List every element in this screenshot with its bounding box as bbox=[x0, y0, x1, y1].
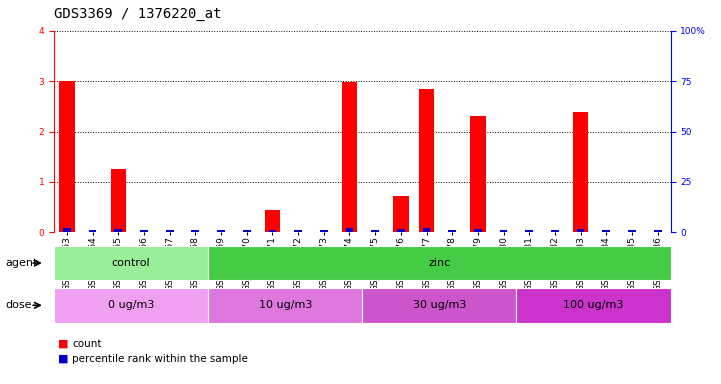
Bar bbox=[526, 230, 533, 232]
Bar bbox=[115, 229, 122, 232]
Bar bbox=[363, 288, 516, 323]
Bar bbox=[342, 82, 357, 232]
Text: control: control bbox=[112, 258, 151, 268]
Bar bbox=[320, 230, 327, 232]
Text: 10 ug/m3: 10 ug/m3 bbox=[259, 300, 312, 310]
Text: ■: ■ bbox=[58, 354, 68, 364]
Bar bbox=[89, 230, 97, 232]
Bar bbox=[140, 230, 148, 232]
Bar bbox=[217, 230, 225, 232]
Bar bbox=[294, 230, 302, 232]
Bar bbox=[603, 230, 610, 232]
Bar bbox=[393, 196, 409, 232]
Bar bbox=[371, 230, 379, 232]
Bar bbox=[628, 230, 636, 232]
Bar bbox=[59, 81, 75, 232]
Bar bbox=[474, 229, 482, 232]
Bar bbox=[577, 229, 585, 232]
Bar bbox=[448, 230, 456, 232]
Bar bbox=[54, 288, 208, 323]
Text: GDS3369 / 1376220_at: GDS3369 / 1376220_at bbox=[54, 7, 221, 21]
Bar bbox=[243, 230, 251, 232]
Bar bbox=[551, 230, 559, 232]
Bar bbox=[573, 113, 588, 232]
Bar bbox=[63, 228, 71, 232]
Text: zinc: zinc bbox=[428, 258, 451, 268]
Bar bbox=[500, 230, 508, 232]
Bar bbox=[265, 210, 280, 232]
Bar bbox=[208, 288, 363, 323]
Bar bbox=[54, 246, 208, 280]
Bar bbox=[268, 230, 276, 232]
Text: 30 ug/m3: 30 ug/m3 bbox=[412, 300, 466, 310]
Bar bbox=[654, 230, 662, 232]
Text: 0 ug/m3: 0 ug/m3 bbox=[108, 300, 154, 310]
Text: ■: ■ bbox=[58, 339, 68, 349]
Bar bbox=[419, 89, 434, 232]
Text: dose: dose bbox=[6, 300, 32, 310]
Bar bbox=[470, 116, 486, 232]
Text: agent: agent bbox=[6, 258, 38, 268]
Text: count: count bbox=[72, 339, 102, 349]
Text: percentile rank within the sample: percentile rank within the sample bbox=[72, 354, 248, 364]
Bar bbox=[397, 229, 404, 232]
Bar bbox=[423, 228, 430, 232]
Bar bbox=[516, 288, 671, 323]
Bar bbox=[192, 230, 199, 232]
Text: 100 ug/m3: 100 ug/m3 bbox=[563, 300, 624, 310]
Bar bbox=[208, 246, 671, 280]
Bar bbox=[345, 228, 353, 232]
Bar bbox=[166, 230, 174, 232]
Bar bbox=[110, 169, 126, 232]
